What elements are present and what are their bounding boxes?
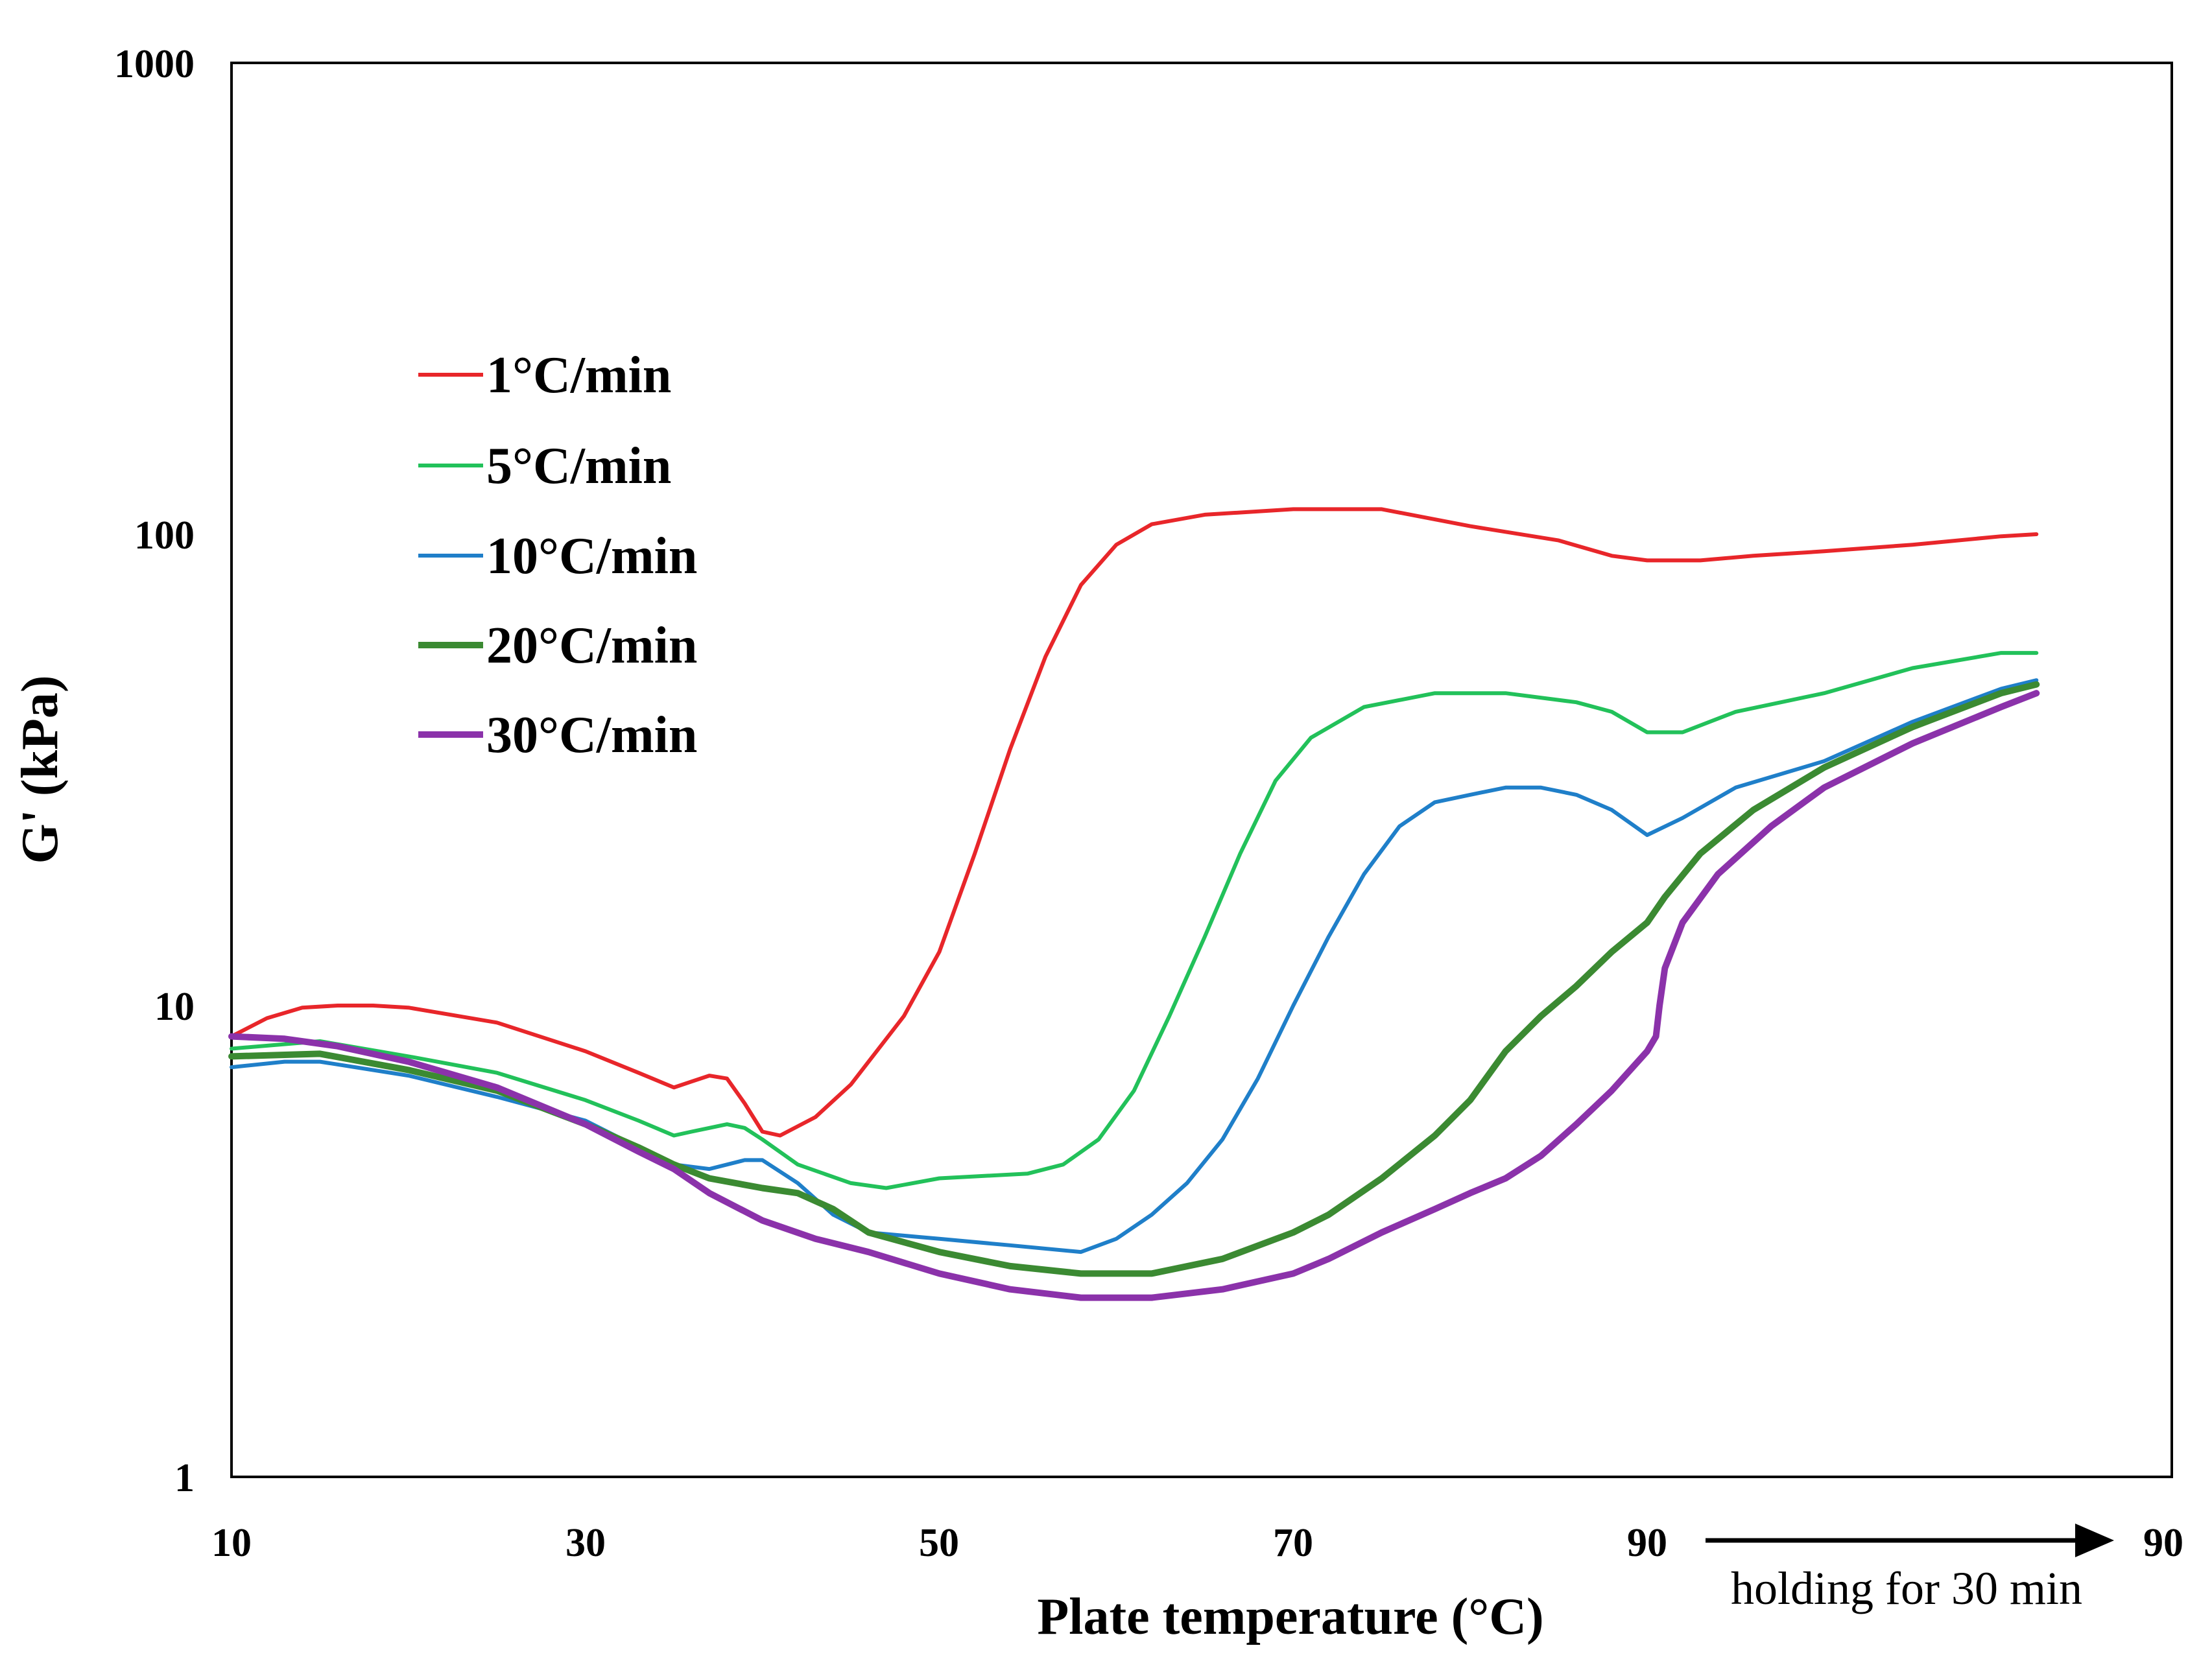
plot-frame: [230, 62, 2173, 1478]
series-line-10c: [230, 678, 2039, 1255]
legend-label-10c: 10°C/min: [486, 528, 697, 585]
series-group: [228, 507, 2040, 1301]
hold-arrow-head: [2075, 1524, 2114, 1557]
legend: 1°C/min 5°C/min 10°C/min 20°C/min 30°C/m…: [418, 347, 697, 764]
x-tick-label-90-hold: 90: [2143, 1521, 2183, 1565]
hold-annotation: holding for 30 min: [1731, 1562, 2082, 1614]
x-tick-label-90: 90: [1627, 1521, 1667, 1565]
x-tick-label-50: 50: [919, 1521, 959, 1565]
y-tick-label-100: 100: [134, 513, 195, 558]
legend-label-30c: 30°C/min: [486, 707, 697, 764]
series-line-1c: [230, 507, 2039, 1138]
x-axis-title: Plate temperature (°C): [1037, 1588, 1543, 1645]
legend-label-1c: 1°C/min: [486, 347, 671, 404]
y-tick-label-10: 10: [154, 985, 195, 1029]
y-tick-label-1000: 1000: [114, 42, 195, 86]
y-tick-label-1: 1: [174, 1456, 195, 1500]
legend-label-20c: 20°C/min: [486, 617, 697, 674]
series-line-20c: [228, 681, 2040, 1277]
x-tick-label-30: 30: [565, 1521, 606, 1565]
x-tick-label-70: 70: [1273, 1521, 1313, 1565]
legend-label-5c: 5°C/min: [486, 438, 671, 495]
x-tick-label-10: 10: [211, 1521, 252, 1565]
series-line-5c: [230, 651, 2039, 1190]
y-axis-title: G' (kPa): [12, 675, 69, 864]
series-line-30c: [228, 690, 2040, 1301]
